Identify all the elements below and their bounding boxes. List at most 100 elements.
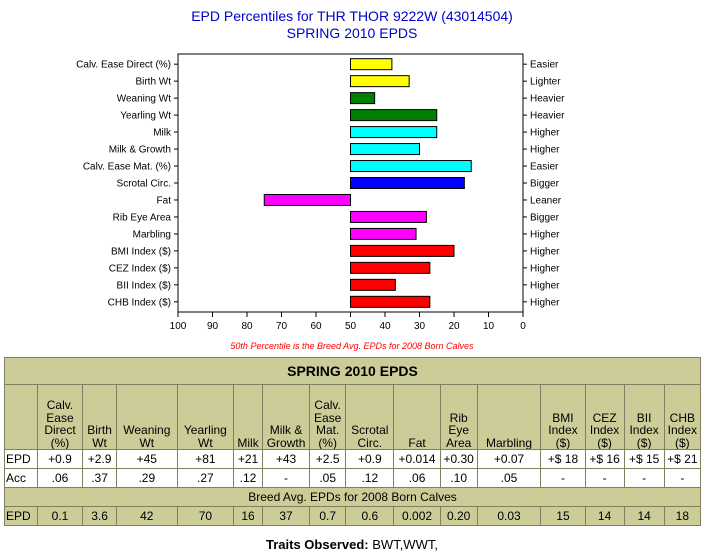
direction-label-3: Heavier <box>530 111 565 122</box>
x-tick-label-3: 70 <box>276 321 288 332</box>
x-tick-label-8: 20 <box>448 321 460 332</box>
header-cell-6: Calv. Ease Mat. (%) <box>309 384 347 450</box>
bar-4 <box>350 126 438 139</box>
breed-avg-cell-5: 37 <box>261 506 311 526</box>
direction-label-6: Easier <box>530 162 559 173</box>
table-title: SPRING 2010 EPDS <box>4 357 701 385</box>
acc-cell-12: - <box>584 468 625 488</box>
category-label-5: Milk & Growth <box>109 145 171 156</box>
category-label-13: BII Index ($) <box>117 280 171 291</box>
acc-cell-4: .12 <box>233 468 263 488</box>
category-label-1: Birth Wt <box>135 77 171 88</box>
bar-3 <box>350 109 438 122</box>
epd-cell-11: +$ 18 <box>540 449 586 469</box>
epd-cell-13: +$ 15 <box>623 449 665 469</box>
table-row-epd: EPD +0.9 +2.9 +45 +81 +21 +43 +2.5 +0.9 +0.014 +0… <box>4 449 702 469</box>
category-label-0: Calv. Ease Direct (%) <box>76 60 171 71</box>
epd-cell-14: +$ 21 <box>663 449 702 469</box>
x-tick-label-2: 80 <box>241 321 253 332</box>
acc-cell-5: - <box>261 468 311 488</box>
header-cell-14: CHB Index ($) <box>663 384 702 450</box>
acc-cell-1: .37 <box>82 468 117 488</box>
direction-label-8: Leaner <box>530 195 562 206</box>
epd-cell-1: +2.9 <box>82 449 117 469</box>
breed-avg-cell-1: 3.6 <box>82 506 117 526</box>
traits-observed: Traits Observed: BWT,WWT, <box>0 537 704 552</box>
x-tick-label-6: 40 <box>379 321 391 332</box>
x-tick-label-9: 10 <box>483 321 495 332</box>
epd-cell-4: +21 <box>233 449 263 469</box>
bar-2 <box>350 92 376 105</box>
breed-avg-cell-3: 70 <box>176 506 235 526</box>
direction-label-9: Bigger <box>530 212 560 223</box>
bar-12 <box>350 261 431 274</box>
breed-avg-cell-6: 0.7 <box>309 506 347 526</box>
x-tick-label-1: 90 <box>207 321 219 332</box>
traits-observed-label: Traits Observed: <box>266 537 369 552</box>
acc-cell-8: .06 <box>393 468 441 488</box>
category-label-6: Calv. Ease Mat. (%) <box>83 162 171 173</box>
table-row-acc: Acc .06.37.29.27.12- .05.12.06.10.05- - - - <box>4 468 702 488</box>
x-tick-label-10: 0 <box>520 321 526 332</box>
direction-label-10: Higher <box>530 229 560 240</box>
bar-0 <box>350 58 393 71</box>
header-cell-12: CEZ Index ($) <box>584 384 625 450</box>
traits-observed-value: BWT,WWT, <box>372 537 438 552</box>
category-label-4: Milk <box>153 128 172 139</box>
epd-cell-7: +0.9 <box>345 449 395 469</box>
breed-avg-cell-0: 0.1 <box>36 506 84 526</box>
chart-note: 50th Percentile is the Breed Avg. EPDs f… <box>230 341 474 351</box>
acc-cell-7: .12 <box>345 468 395 488</box>
breed-avg-cell-4: 16 <box>233 506 263 526</box>
x-tick-label-4: 60 <box>310 321 322 332</box>
breed-avg-cell-9: 0.20 <box>439 506 478 526</box>
direction-label-12: Higher <box>530 263 560 274</box>
direction-label-13: Higher <box>530 280 560 291</box>
header-cell-13: BII Index ($) <box>623 384 665 450</box>
chart-subtitle: SPRING 2010 EPDS <box>287 25 418 41</box>
row-label-acc: Acc <box>4 468 38 488</box>
bar-9 <box>350 210 427 223</box>
x-tick-label-7: 30 <box>414 321 426 332</box>
epd-cell-6: +2.5 <box>309 449 347 469</box>
acc-cell-10: .05 <box>476 468 542 488</box>
bar-1 <box>350 75 410 88</box>
table-header-row: Calv. Ease Direct (%) Birth Wt Weaning Wt Y… <box>4 384 702 450</box>
header-cell-10: Marbling <box>476 384 542 450</box>
bar-5 <box>350 143 420 156</box>
direction-label-1: Lighter <box>530 77 561 88</box>
acc-cell-6: .05 <box>309 468 347 488</box>
category-label-3: Yearling Wt <box>120 111 171 122</box>
epd-percentile-chart: EPD Percentiles for THR THOR 9222W (4301… <box>76 8 565 351</box>
table-title-row: SPRING 2010 EPDS <box>4 357 701 385</box>
category-label-9: Rib Eye Area <box>113 212 172 223</box>
epd-table: SPRING 2010 EPDS Calv. Ease Direct (%) Bi… <box>4 357 702 526</box>
bar-11 <box>350 244 455 257</box>
header-cell-1: Birth Wt <box>82 384 117 450</box>
direction-label-2: Heavier <box>530 94 565 105</box>
epd-cell-8: +0.014 <box>393 449 441 469</box>
x-tick-label-0: 100 <box>170 321 187 332</box>
acc-cell-11: - <box>540 468 586 488</box>
acc-cell-14: - <box>663 468 702 488</box>
bar-10 <box>350 227 417 240</box>
category-label-12: CEZ Index ($) <box>109 263 171 274</box>
breed-avg-cell-7: 0.6 <box>345 506 395 526</box>
axis-layer: Calv. Ease Direct (%) Easier Birth Wt Light… <box>76 60 565 332</box>
category-label-11: BMI Index ($) <box>111 246 171 257</box>
acc-cell-0: .06 <box>36 468 84 488</box>
category-label-7: Scrotal Circ. <box>117 179 171 190</box>
breed-avg-title-row: Breed Avg. EPDs for 2008 Born Calves <box>4 487 701 507</box>
row-label-breed-avg: EPD <box>4 506 38 526</box>
bar-6 <box>350 160 472 173</box>
header-cell-2: Weaning Wt <box>116 384 178 450</box>
category-label-8: Fat <box>157 195 172 206</box>
breed-avg-cell-12: 14 <box>584 506 625 526</box>
epd-cell-3: +81 <box>176 449 235 469</box>
header-corner <box>4 384 38 450</box>
header-cell-5: Milk & Growth <box>261 384 311 450</box>
epd-cell-12: +$ 16 <box>584 449 625 469</box>
epd-cell-9: +0.30 <box>439 449 478 469</box>
breed-avg-cell-14: 18 <box>663 506 702 526</box>
breed-avg-cell-10: 0.03 <box>476 506 542 526</box>
